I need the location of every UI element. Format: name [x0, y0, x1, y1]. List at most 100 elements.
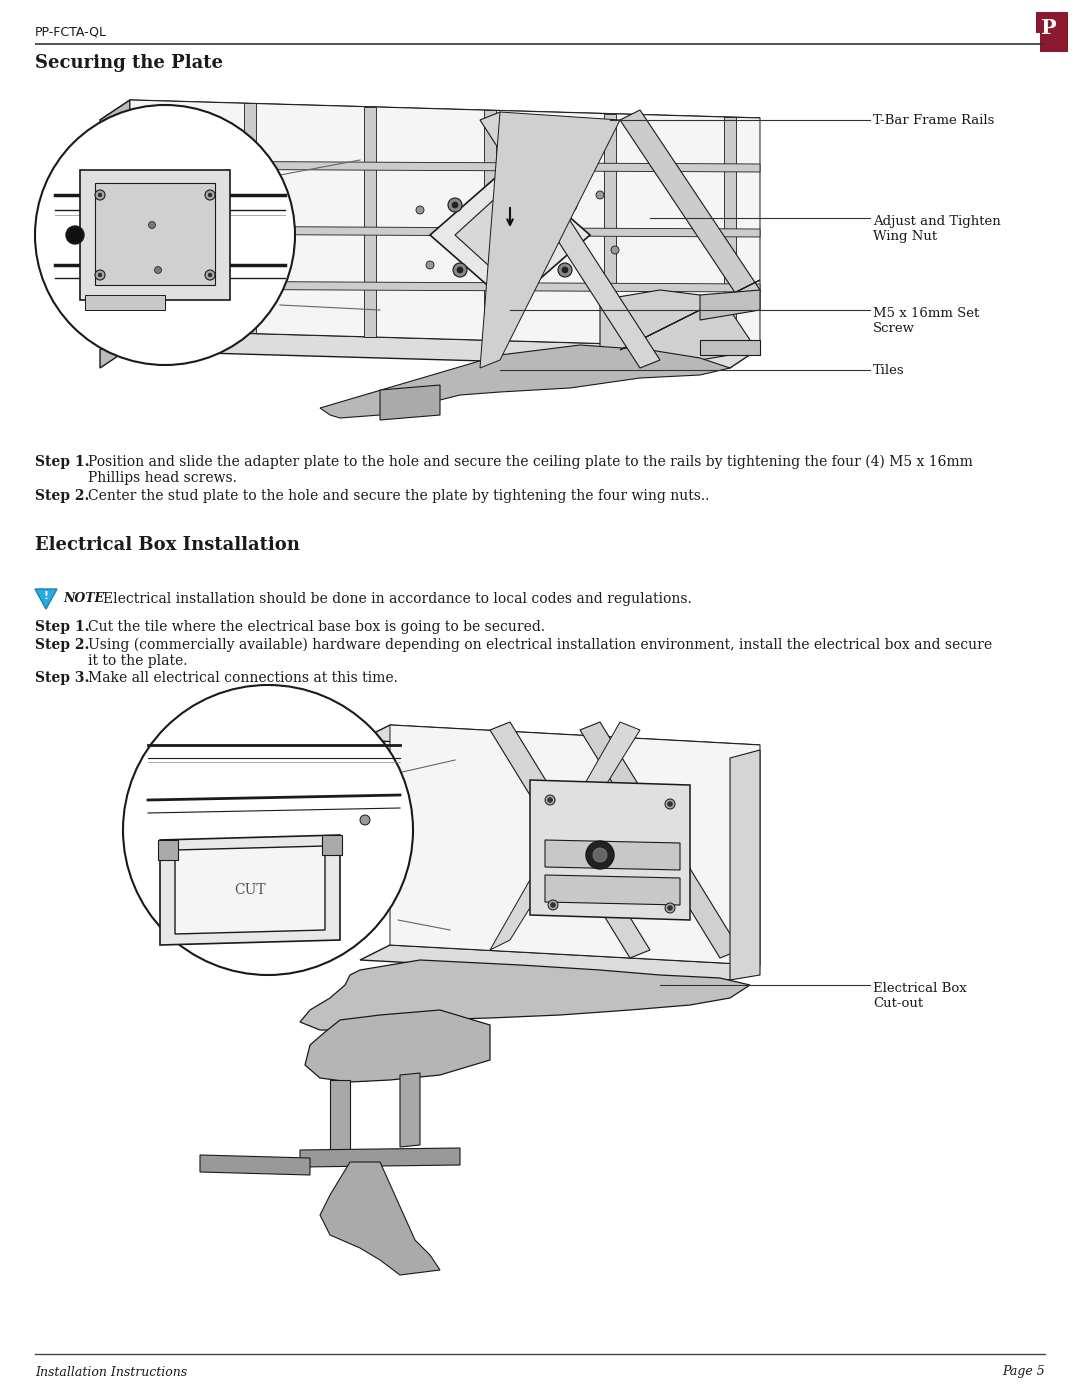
Circle shape — [426, 261, 434, 270]
Polygon shape — [100, 330, 130, 367]
Polygon shape — [200, 1155, 310, 1175]
Polygon shape — [320, 1162, 440, 1275]
Circle shape — [416, 205, 424, 214]
Polygon shape — [430, 165, 590, 305]
Text: Step 1.: Step 1. — [35, 620, 90, 634]
Circle shape — [667, 905, 673, 911]
Circle shape — [665, 799, 675, 809]
Circle shape — [596, 191, 604, 198]
Text: CUT: CUT — [234, 883, 266, 897]
Circle shape — [98, 272, 102, 277]
Circle shape — [66, 226, 84, 244]
Text: Electrical Box
Cut-out: Electrical Box Cut-out — [873, 982, 967, 1010]
Circle shape — [665, 902, 675, 914]
Circle shape — [123, 685, 413, 975]
Polygon shape — [360, 944, 760, 981]
Circle shape — [95, 270, 105, 279]
Polygon shape — [100, 330, 760, 367]
Text: P: P — [1041, 18, 1057, 38]
Text: Position and slide the adapter plate to the hole and secure the ceiling plate to: Position and slide the adapter plate to … — [87, 455, 973, 469]
Text: Electrical Box Installation: Electrical Box Installation — [35, 536, 300, 555]
Polygon shape — [490, 722, 640, 950]
Polygon shape — [158, 840, 178, 861]
Circle shape — [208, 272, 212, 277]
Text: Make all electrical connections at this time.: Make all electrical connections at this … — [87, 671, 397, 685]
Circle shape — [448, 198, 462, 212]
Polygon shape — [1028, 10, 1070, 52]
Polygon shape — [724, 117, 735, 346]
Text: Phillips head screws.: Phillips head screws. — [87, 471, 237, 485]
Circle shape — [667, 802, 673, 806]
Text: Electrical installation should be done in accordance to local codes and regulati: Electrical installation should be done i… — [103, 592, 692, 606]
Polygon shape — [305, 1010, 490, 1083]
Text: M5 x 16mm Set
Screw: M5 x 16mm Set Screw — [873, 307, 980, 335]
Circle shape — [149, 222, 156, 229]
Polygon shape — [490, 722, 650, 958]
Circle shape — [567, 203, 573, 208]
Polygon shape — [364, 106, 376, 337]
Polygon shape — [455, 184, 565, 285]
Polygon shape — [130, 101, 760, 348]
Circle shape — [205, 270, 215, 279]
Text: Center the stud plate to the hole and secure the plate by tightening the four wi: Center the stud plate to the hole and se… — [87, 489, 710, 503]
Text: Step 2.: Step 2. — [35, 638, 90, 652]
Text: Page 5: Page 5 — [1002, 1365, 1045, 1379]
Polygon shape — [620, 110, 760, 300]
Polygon shape — [100, 101, 130, 138]
Text: T-Bar Frame Rails: T-Bar Frame Rails — [873, 113, 995, 127]
Polygon shape — [130, 161, 760, 172]
Text: !: ! — [43, 591, 49, 601]
Polygon shape — [244, 103, 256, 334]
Circle shape — [453, 263, 467, 277]
Polygon shape — [580, 722, 740, 958]
Text: Adjust and Tighten
Wing Nut: Adjust and Tighten Wing Nut — [873, 215, 1001, 243]
Polygon shape — [545, 840, 680, 870]
Polygon shape — [484, 110, 496, 341]
Circle shape — [205, 190, 215, 200]
Polygon shape — [380, 386, 440, 420]
Polygon shape — [390, 725, 760, 965]
Polygon shape — [700, 339, 760, 355]
Circle shape — [548, 798, 553, 802]
Polygon shape — [360, 725, 760, 760]
Circle shape — [360, 814, 370, 826]
Polygon shape — [1040, 34, 1068, 52]
Polygon shape — [320, 345, 730, 418]
Polygon shape — [1036, 13, 1068, 34]
Text: it to the plate.: it to the plate. — [87, 654, 188, 668]
Polygon shape — [95, 183, 215, 285]
Circle shape — [551, 902, 555, 908]
Polygon shape — [35, 590, 57, 609]
Text: PP-FCTA-QL: PP-FCTA-QL — [35, 25, 107, 39]
Text: Installation Instructions: Installation Instructions — [35, 1365, 187, 1379]
Polygon shape — [85, 295, 165, 310]
Circle shape — [98, 193, 102, 197]
Text: Securing the Plate: Securing the Plate — [35, 54, 222, 73]
Polygon shape — [545, 875, 680, 905]
Text: NOTE: NOTE — [63, 592, 104, 605]
Circle shape — [208, 193, 212, 197]
Polygon shape — [400, 1073, 420, 1147]
Polygon shape — [130, 226, 760, 237]
Circle shape — [507, 232, 523, 249]
Circle shape — [35, 105, 295, 365]
Polygon shape — [600, 291, 750, 380]
Polygon shape — [300, 1148, 460, 1166]
Circle shape — [611, 246, 619, 254]
Text: Step 1.: Step 1. — [35, 455, 90, 469]
Polygon shape — [530, 780, 690, 921]
Circle shape — [562, 267, 568, 272]
Polygon shape — [100, 101, 760, 138]
Polygon shape — [620, 279, 760, 351]
Circle shape — [586, 841, 615, 869]
Circle shape — [154, 267, 162, 274]
Circle shape — [95, 190, 105, 200]
Polygon shape — [130, 281, 760, 292]
Text: Using (commercially available) hardware depending on electrical installation env: Using (commercially available) hardware … — [87, 638, 993, 652]
Text: Cut the tile where the electrical base box is going to be secured.: Cut the tile where the electrical base b… — [87, 620, 545, 634]
Circle shape — [501, 226, 529, 254]
Polygon shape — [330, 1080, 350, 1150]
Circle shape — [457, 267, 463, 272]
Circle shape — [593, 848, 607, 862]
Circle shape — [545, 795, 555, 805]
